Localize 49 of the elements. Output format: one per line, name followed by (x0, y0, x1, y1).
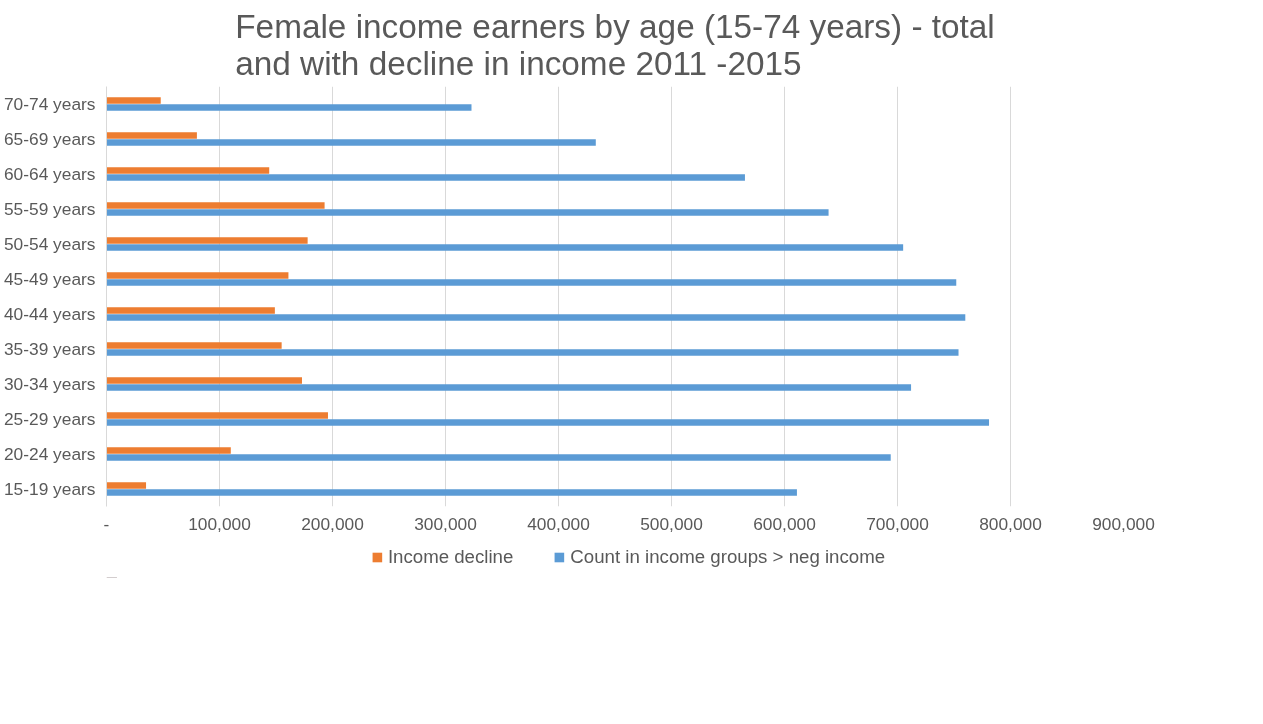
x-tick-label: 100,000 (188, 513, 251, 534)
y-tick-label: 35-39 years (3, 339, 96, 359)
bar (106, 104, 472, 111)
bar (106, 132, 197, 139)
y-tick-label: 60-64 years (3, 164, 96, 184)
bar (106, 209, 829, 216)
y-tick-label: 15-19 years (3, 479, 96, 499)
x-tick-label: 600,000 (753, 513, 816, 534)
bar (106, 272, 289, 279)
y-tick-label: 45-49 years (3, 269, 96, 289)
x-tick-label: 700,000 (866, 513, 929, 534)
y-tick-label: 65-69 years (3, 129, 96, 149)
bar (106, 412, 328, 419)
y-tick-label: 55-59 years (3, 199, 96, 219)
bar (106, 279, 957, 286)
bar (106, 244, 904, 251)
x-tick-label: - (103, 513, 110, 534)
bar (106, 139, 596, 146)
y-tick-label: 50-54 years (3, 234, 96, 254)
x-tick-label: 200,000 (301, 513, 364, 534)
bar (106, 377, 302, 384)
y-tick-label: 25-29 years (3, 409, 96, 429)
bar (106, 342, 282, 349)
bar (106, 202, 325, 209)
bar (106, 174, 745, 181)
legend-label: Income decline (387, 546, 514, 568)
bar (106, 489, 797, 496)
legend-label: Count in income groups > neg income (570, 546, 886, 568)
y-tick-label: 40-44 years (3, 304, 96, 324)
bar (106, 419, 990, 426)
x-tick-label: 800,000 (979, 513, 1042, 534)
bar (106, 307, 275, 314)
chart-title: Female income earners by age (15-74 years) - total and with decline in income 2011 -2015 (235, 7, 995, 82)
x-tick-label: 300,000 (414, 513, 477, 534)
y-tick-label: 30-34 years (3, 374, 96, 394)
bar (106, 167, 270, 174)
bar (106, 314, 966, 321)
bar (106, 447, 231, 454)
bar (106, 454, 891, 461)
bar (106, 482, 147, 489)
bar (106, 349, 959, 356)
x-tick-label: 400,000 (527, 513, 590, 534)
bar (106, 384, 912, 391)
bar (106, 237, 308, 244)
x-tick-label: 900,000 (1092, 513, 1155, 534)
bar (106, 97, 161, 104)
y-tick-label: 20-24 years (3, 444, 96, 464)
y-tick-label: 70-74 years (3, 94, 96, 114)
x-tick-label: 500,000 (640, 513, 703, 534)
